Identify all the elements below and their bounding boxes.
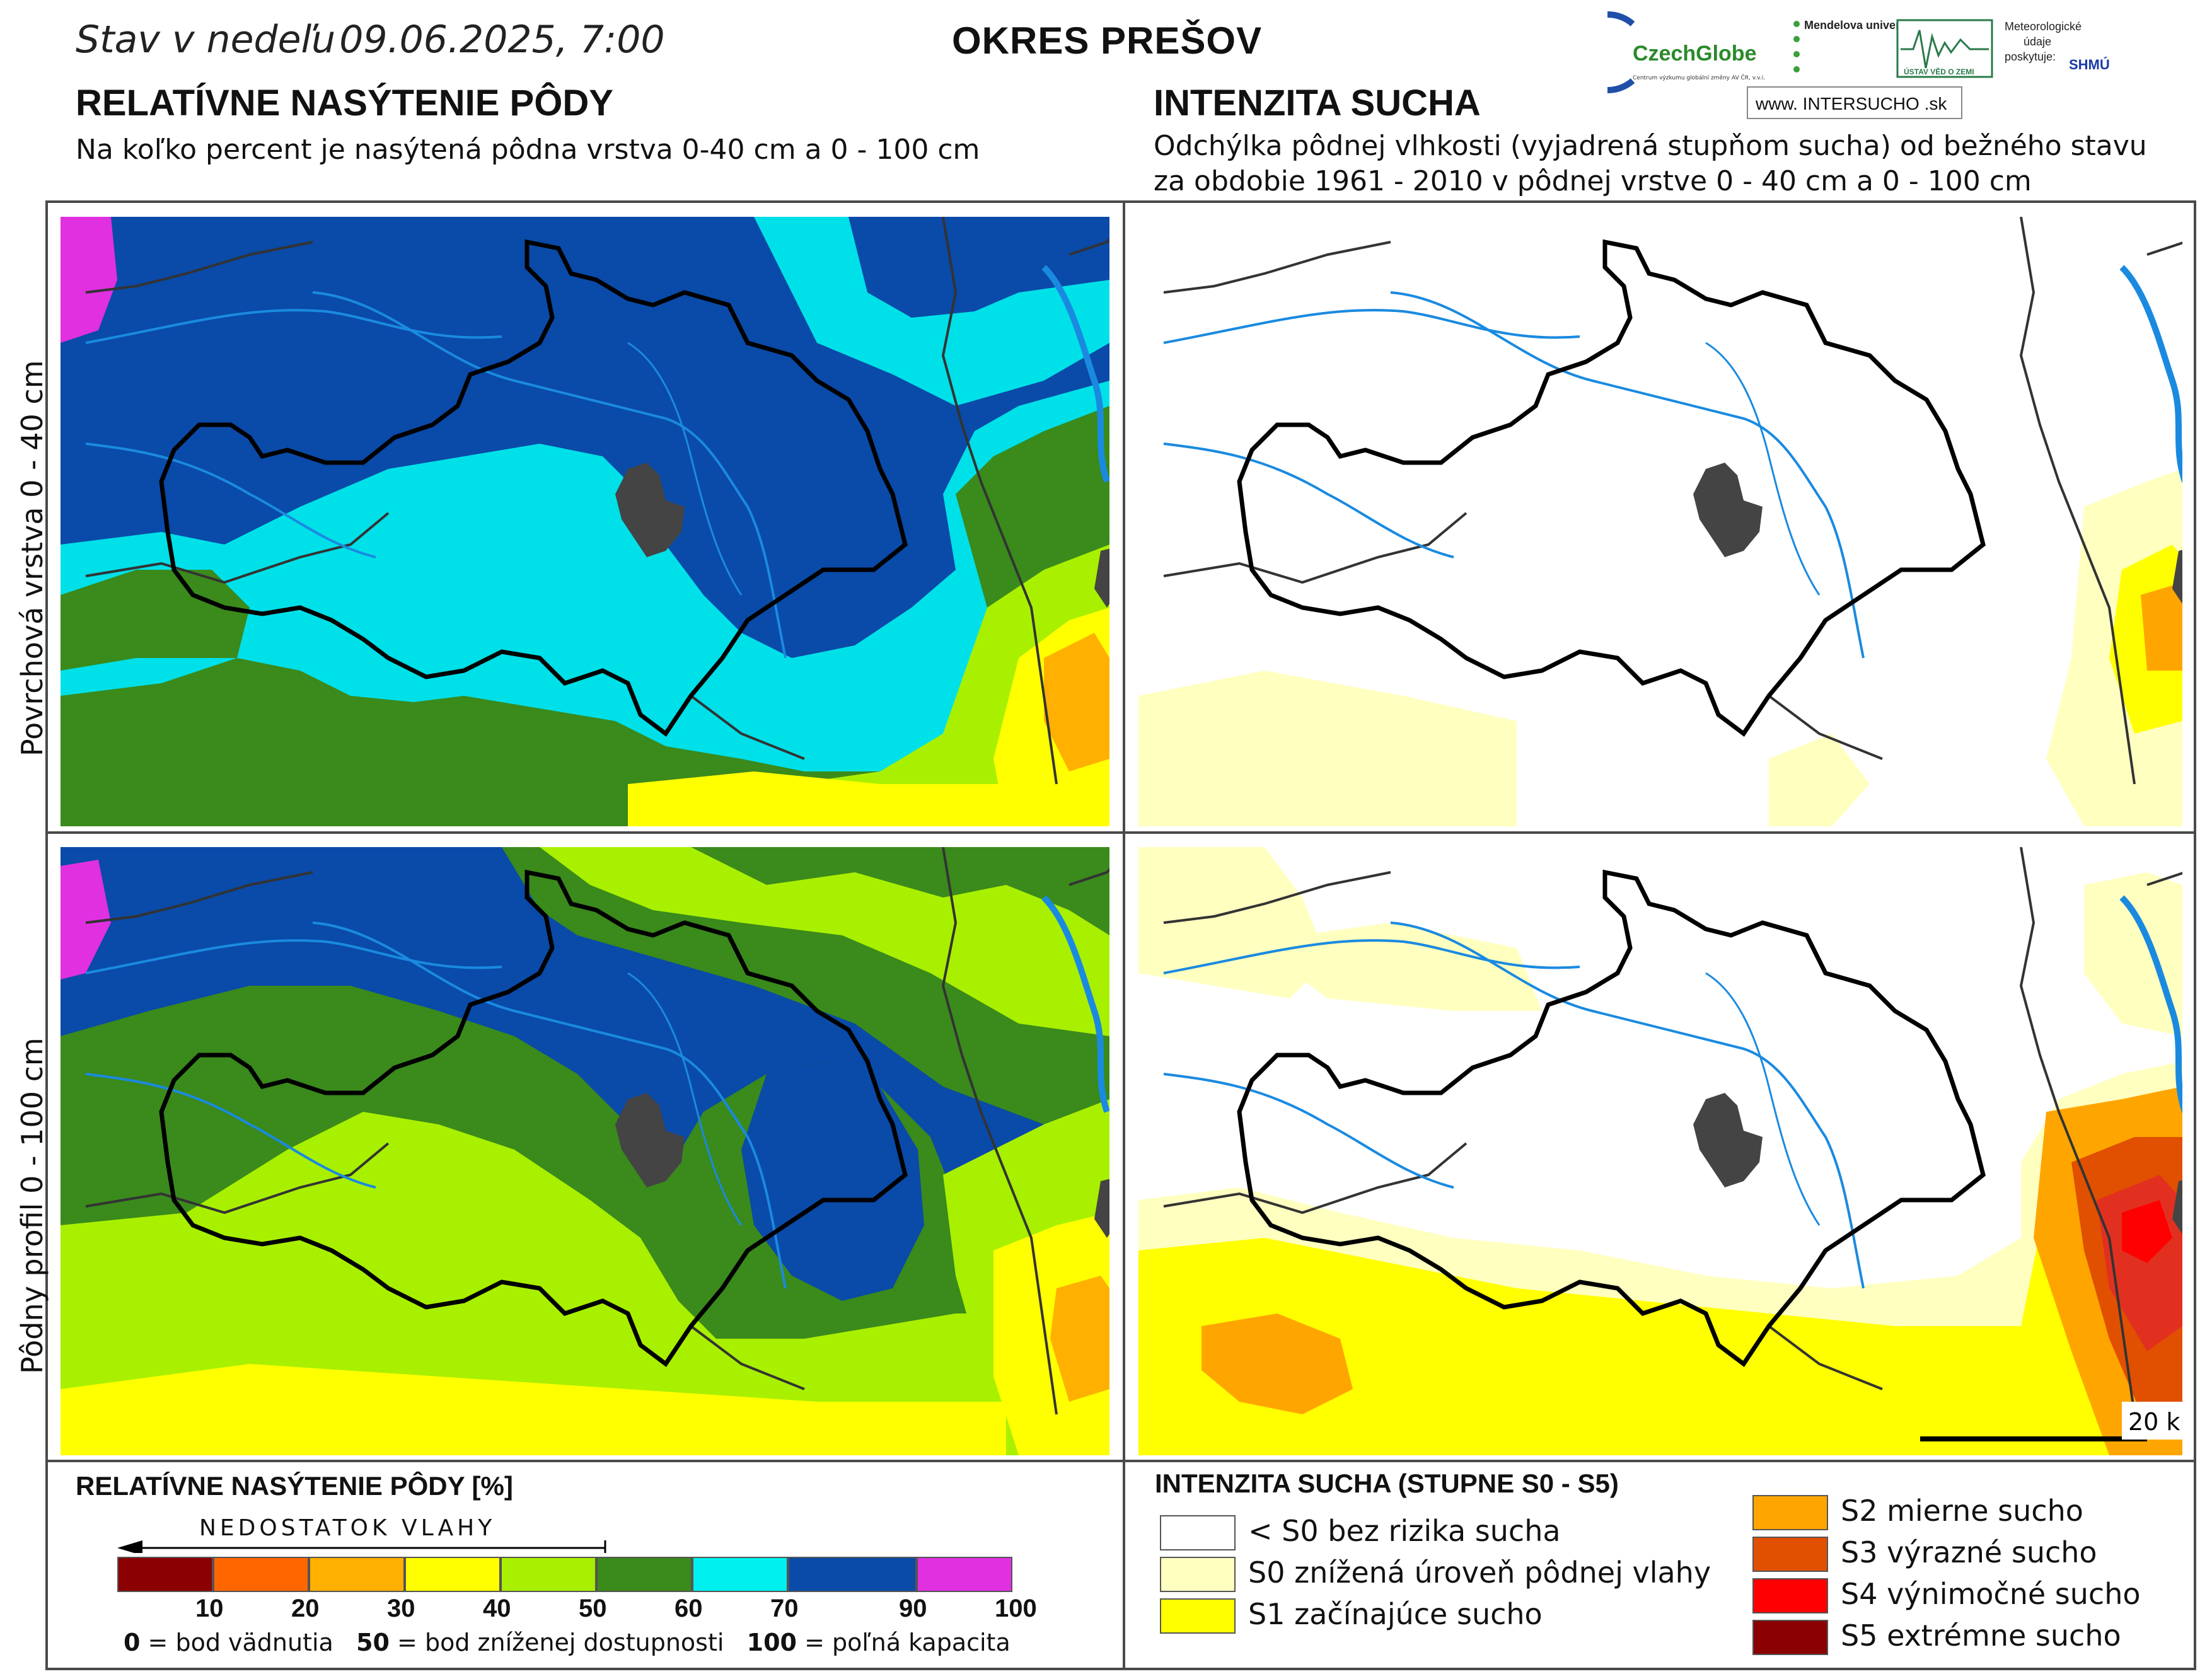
- ustav-logo: ÚSTAV VĚD O ZEMI: [1896, 19, 1993, 78]
- drought-legend-label: < S0 bez rizika sucha: [1248, 1514, 1561, 1548]
- drought-subtitle-line2: za obdobie 1961 - 2010 v pôdnej vrstve 0…: [1154, 165, 2032, 197]
- saturation-legend-title: RELATÍVNE NASÝTENIE PÔDY [%]: [76, 1471, 513, 1501]
- drought-subtitle: Odchýlka pôdnej vlhkosti (vyjadrená stup…: [1154, 129, 2147, 199]
- colorbar-tick-label: 10: [195, 1595, 224, 1622]
- colorbar-tick-label: 90: [899, 1595, 927, 1622]
- note-100-value: 100: [746, 1629, 797, 1656]
- logos-svg: CzechGlobe Centrum výzkumu globální změn…: [1566, 11, 2110, 119]
- map-drought-topsoil: [1138, 216, 2211, 826]
- meteo-line1: Meteorologické: [2005, 20, 2082, 33]
- date-prefix: Stav v nedeľu: [76, 18, 336, 62]
- drought-legend: < S0 bez rizika sucha S0 znížená úroveň p…: [1160, 1494, 2169, 1670]
- legend-divider: [45, 1460, 2196, 1462]
- row-label-top: Povrchová vrstva 0 - 40 cm: [15, 360, 49, 756]
- arrow-svg: [117, 1540, 606, 1553]
- note-0-text: = bod vädnutia: [140, 1629, 333, 1656]
- map-saturation-topsoil: [61, 216, 1133, 826]
- drought-legend-swatch: [1752, 1620, 1828, 1655]
- shmu-name: SHMÚ: [2069, 57, 2110, 72]
- saturation-ticks: 10 20 30 40 50 60 70 90 100: [117, 1595, 1075, 1626]
- drought-subtitle-line1: Odchýlka pôdnej vlhkosti (vyjadrená stup…: [1154, 130, 2147, 162]
- drought-legend-swatch: [1160, 1598, 1236, 1634]
- czechglobe-name: CzechGlobe: [1633, 42, 1756, 66]
- saturation-title: RELATÍVNE NASÝTENIE PÔDY: [76, 83, 613, 124]
- scale-bar-label: 20 km: [2128, 1408, 2182, 1436]
- drought-legend-label: S3 výrazné sucho: [1841, 1535, 2097, 1569]
- map-saturation-profile: [61, 846, 1133, 1455]
- colorbar-tick-label: 70: [770, 1595, 799, 1622]
- note-100-text: = poľná kapacita: [797, 1629, 1010, 1656]
- moisture-deficit-label: NEDOSTATOK VLAHY: [199, 1515, 496, 1541]
- vertical-divider: [1123, 200, 1125, 1670]
- ustav-name: ÚSTAV VĚD O ZEMI: [1904, 67, 1974, 76]
- map-drought-profile-svg: 20 km: [1138, 846, 2211, 1455]
- drought-legend-title: INTENZITA SUCHA (STUPNE S0 - S5): [1155, 1469, 1619, 1498]
- drought-legend-label: S1 začínajúce sucho: [1248, 1597, 1543, 1631]
- czechglobe-sub: Centrum výzkumu globální změny AV ČR, v.…: [1633, 74, 1765, 81]
- map-saturation-topsoil-svg: [61, 216, 1133, 826]
- drought-legend-swatch: [1752, 1578, 1828, 1613]
- drought-legend-swatch: [1160, 1515, 1236, 1550]
- intersucho-url: www. INTERSUCHO .sk: [1755, 94, 1947, 113]
- saturation-notes: 0 = bod vädnutia 50 = bod zníženej dostu…: [124, 1629, 1010, 1656]
- colorbar-segment: [213, 1557, 309, 1592]
- colorbar-segment: [596, 1557, 692, 1592]
- shmu-logo: Meteorologické údaje poskytuje: SHMÚ: [2005, 20, 2110, 72]
- colorbar-segment: [117, 1557, 213, 1592]
- czechglobe-logo: CzechGlobe Centrum výzkumu globální změn…: [1566, 11, 1765, 93]
- map-saturation-profile-svg: [61, 846, 1133, 1455]
- drought-legend-label: S5 extrémne sucho: [1841, 1619, 2121, 1653]
- colorbar-tick-label: 30: [387, 1595, 415, 1622]
- drought-legend-swatch: [1752, 1537, 1828, 1572]
- colorbar-tick-label: 20: [291, 1595, 320, 1622]
- intersucho-logo: www. INTERSUCHO .sk: [1747, 86, 1962, 119]
- map-drought-topsoil-svg: [1138, 216, 2211, 826]
- colorbar-tick-label: 60: [675, 1595, 703, 1622]
- note-50-value: 50: [356, 1629, 390, 1656]
- colorbar-segment: [917, 1557, 1012, 1592]
- drought-legend-swatch: [1752, 1495, 1828, 1530]
- colorbar-segment: [501, 1557, 596, 1592]
- district-title: OKRES PREŠOV: [952, 20, 1263, 62]
- colorbar-segment: [788, 1557, 917, 1592]
- drought-legend-label: S4 výnimočné sucho: [1841, 1577, 2141, 1611]
- date-stamp: Stav v nedeľu 09.06.2025, 7:00: [76, 18, 665, 62]
- meteo-line3: poskytuje:: [2005, 50, 2056, 63]
- drought-title: INTENZITA SUCHA: [1154, 83, 1481, 124]
- drought-legend-label: S0 znížená úroveň pôdnej vlahy: [1248, 1556, 1711, 1590]
- colorbar-segment: [692, 1557, 788, 1592]
- moisture-deficit-arrow: NEDOSTATOK VLAHY: [117, 1515, 609, 1553]
- maps-frame: [45, 200, 2196, 1670]
- colorbar-segment: [309, 1557, 405, 1592]
- colorbar-segment: [405, 1557, 501, 1592]
- colorbar-tick-label: 50: [579, 1595, 607, 1622]
- note-50-text: = bod zníženej dostupnosti: [389, 1629, 724, 1656]
- saturation-subtitle: Na koľko percent je nasýtená pôdna vrstv…: [76, 134, 980, 166]
- drought-legend-swatch: [1160, 1557, 1236, 1592]
- note-0-value: 0: [124, 1629, 141, 1656]
- meteo-line2: údaje: [2024, 35, 2051, 48]
- saturation-colorbar: [117, 1557, 1028, 1595]
- colorbar-tick-label: 100: [995, 1595, 1037, 1622]
- colorbar-tick-label: 40: [483, 1595, 511, 1622]
- drought-legend-label: S2 mierne sucho: [1841, 1494, 2083, 1528]
- row-divider: [45, 831, 2196, 834]
- row-label-bottom: Pôdny profil 0 - 100 cm: [15, 1037, 49, 1374]
- map-drought-profile: 20 km: [1138, 846, 2211, 1455]
- date-value: 09.06.2025, 7:00: [339, 18, 665, 62]
- partner-logos: CzechGlobe Centrum výzkumu globální změn…: [1566, 11, 2150, 125]
